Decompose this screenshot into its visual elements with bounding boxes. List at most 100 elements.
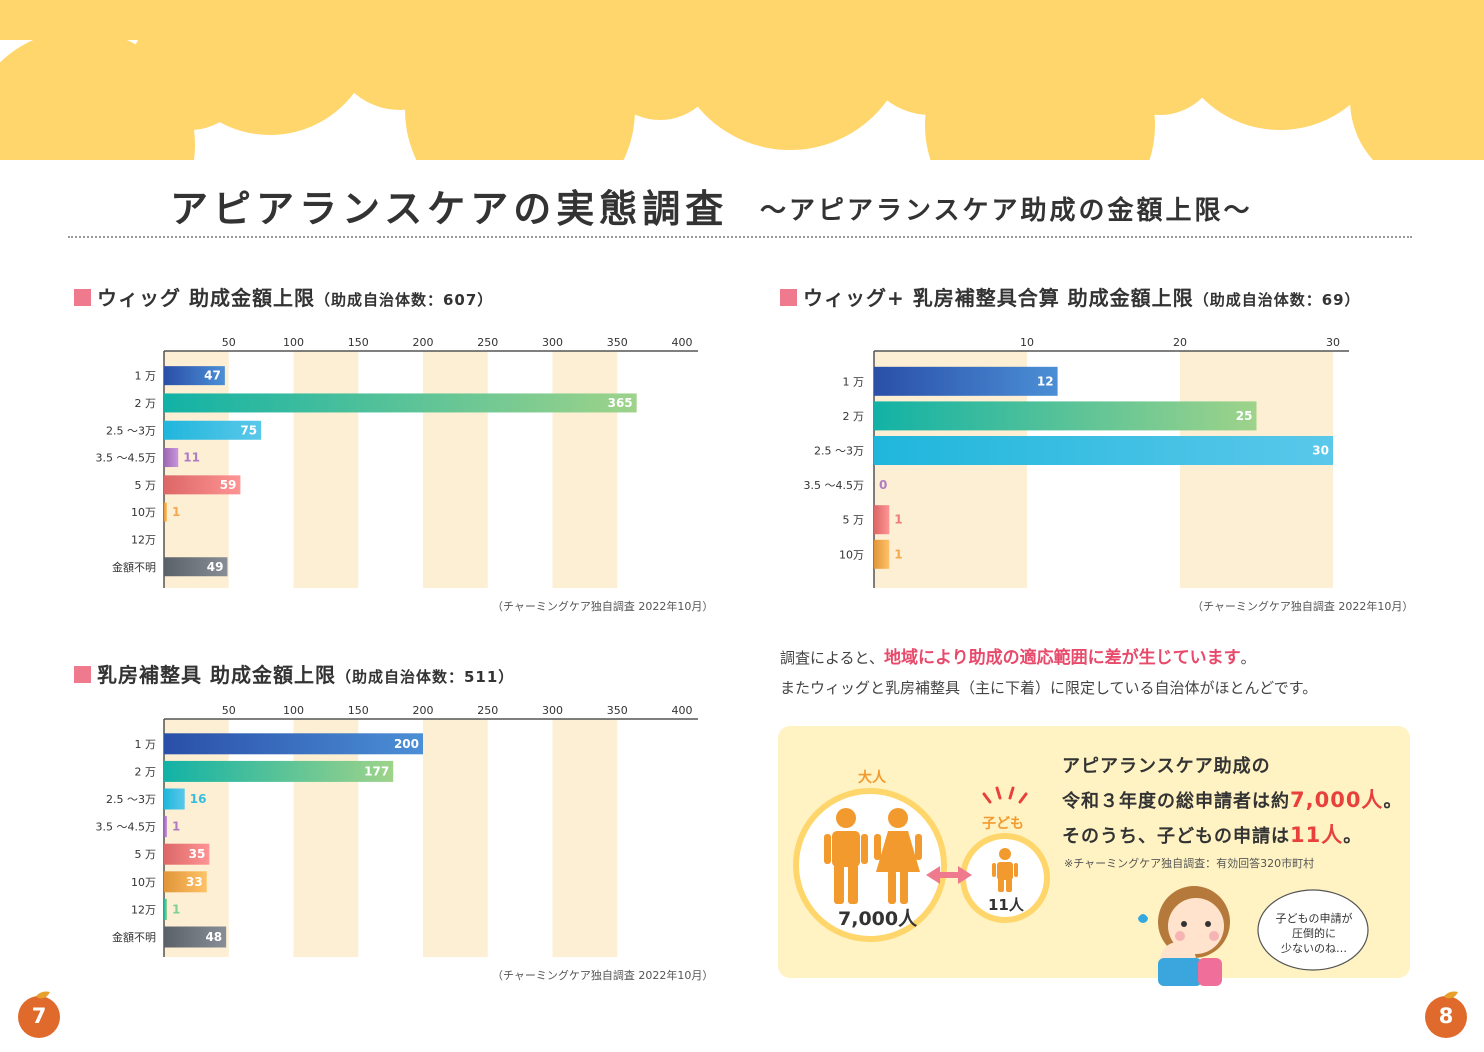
x-tick-label: 300 [542, 704, 563, 717]
data-label: 1 [894, 513, 902, 527]
page-number-left: 7 [31, 1004, 47, 1028]
bar [874, 436, 1333, 465]
page-number-left-badge [18, 991, 60, 1038]
category-label: 12万 [131, 533, 156, 546]
mother-child-illustration [1138, 886, 1369, 986]
grid-band [1180, 351, 1333, 588]
data-label: 365 [608, 396, 633, 410]
x-tick-label: 50 [222, 336, 236, 349]
adult-man-icon [824, 808, 868, 904]
info-line-1: アピアランスケア助成の [1062, 756, 1271, 777]
data-label: 30 [1312, 444, 1329, 458]
bar [164, 926, 227, 948]
x-tick-label: 250 [477, 336, 498, 349]
bar [164, 448, 179, 468]
x-tick-label: 350 [607, 704, 628, 717]
data-label: 48 [205, 930, 222, 944]
grid-band [423, 351, 488, 588]
data-label: 1 [172, 820, 180, 834]
category-label: 金額不明 [112, 560, 156, 574]
category-label: 2 万 [135, 765, 157, 778]
data-label: 11 [183, 451, 200, 465]
speech-bubble [1257, 889, 1369, 971]
bar [164, 475, 241, 495]
category-label: 2.5 〜3万 [106, 793, 156, 806]
data-label: 177 [364, 764, 389, 778]
data-label: 59 [220, 478, 237, 492]
adult-woman-icon [874, 808, 922, 904]
cloud-header [0, 0, 1484, 160]
bar [164, 420, 262, 440]
category-label: 3.5 〜4.5万 [96, 821, 156, 834]
data-label: 47 [204, 369, 221, 383]
chart3-source: （チャーミングケア独自調査 2022年10月） [492, 969, 714, 982]
bar [164, 557, 228, 577]
x-tick-label: 150 [348, 336, 369, 349]
bar [164, 843, 210, 865]
page-number-right-badge [1425, 991, 1467, 1038]
category-label: 5 万 [135, 848, 157, 861]
x-tick-label: 200 [413, 336, 434, 349]
child-count: 11人 [988, 896, 1024, 914]
bar [164, 366, 225, 386]
category-label: 3.5 〜4.5万 [804, 479, 864, 492]
bar [164, 898, 167, 920]
bar [164, 760, 394, 782]
x-tick-label: 100 [283, 336, 304, 349]
data-label: 33 [186, 875, 203, 889]
grid-band [164, 719, 229, 957]
summary-line-2: またウィッグと乳房補整具（主に下着）に限定している自治体がほとんどです。 [780, 679, 1318, 697]
speech-bubble-text: 子どもの申請が 圧倒的に 少ないのね… [1275, 912, 1353, 955]
grid-band [293, 351, 359, 588]
x-tick-label: 350 [607, 336, 628, 349]
category-label: 1 万 [135, 370, 157, 383]
adult-label: 大人 [858, 770, 886, 786]
grid-band [552, 719, 618, 957]
data-label: 16 [190, 792, 207, 806]
category-label: 1 万 [843, 375, 865, 388]
x-tick-label: 20 [1173, 336, 1187, 349]
category-label: 3.5 〜4.5万 [96, 452, 156, 465]
category-label: 2 万 [135, 397, 157, 410]
chart3-title: 乳房補整具 助成金額上限（助成自治体数：511） [74, 659, 514, 688]
data-label: 1 [172, 902, 180, 916]
category-label: 1 万 [135, 738, 157, 751]
chart1-source: （チャーミングケア独自調査 2022年10月） [492, 600, 714, 613]
bar [164, 733, 423, 755]
category-label: 金額不明 [112, 930, 156, 944]
category-label: 2.5 〜3万 [106, 424, 156, 437]
data-label: 1 [894, 547, 902, 561]
bar [874, 539, 890, 569]
x-tick-label: 150 [348, 704, 369, 717]
bar [164, 816, 167, 838]
emphasis-lines-icon [982, 786, 1028, 804]
info-line-2: 令和３年度の総申請者は約7,000人。 [1062, 788, 1403, 812]
page-number-right: 8 [1438, 1004, 1454, 1028]
bar [874, 366, 1058, 396]
child-icon [992, 848, 1018, 892]
x-tick-label: 400 [672, 336, 693, 349]
x-tick-label: 200 [413, 704, 434, 717]
sweat-drop-icon [1138, 914, 1148, 923]
data-label: 35 [189, 847, 206, 861]
square-bullet-icon [74, 289, 91, 306]
x-tick-label: 100 [283, 704, 304, 717]
square-bullet-icon [780, 289, 797, 306]
grid-band [552, 351, 618, 588]
chart-breast-prosthesis: 50 100 150 200 250 300 350 400 1 万 200 2 万 177 2.5 〜… [96, 704, 698, 957]
bar [164, 502, 167, 522]
bar [874, 401, 1257, 431]
chart2-source: （チャーミングケア独自調査 2022年10月） [1192, 600, 1414, 613]
category-label: 2.5 〜3万 [814, 445, 864, 458]
x-tick-label: 250 [477, 704, 498, 717]
info-line-3: そのうち、子どもの申請は11人。 [1062, 823, 1363, 847]
data-label: 25 [1236, 409, 1253, 423]
category-label: 2 万 [843, 410, 865, 423]
bar [874, 505, 890, 535]
category-label: 10万 [839, 548, 864, 561]
x-tick-label: 10 [1020, 336, 1034, 349]
info-note: ※チャーミングケア独自調査：有効回答320市町村 [1064, 857, 1315, 870]
bar [164, 393, 637, 413]
chart2-title: ウィッグ+ 乳房補整具合算 助成金額上限（助成自治体数：69） [780, 282, 1361, 311]
bar [164, 788, 185, 810]
